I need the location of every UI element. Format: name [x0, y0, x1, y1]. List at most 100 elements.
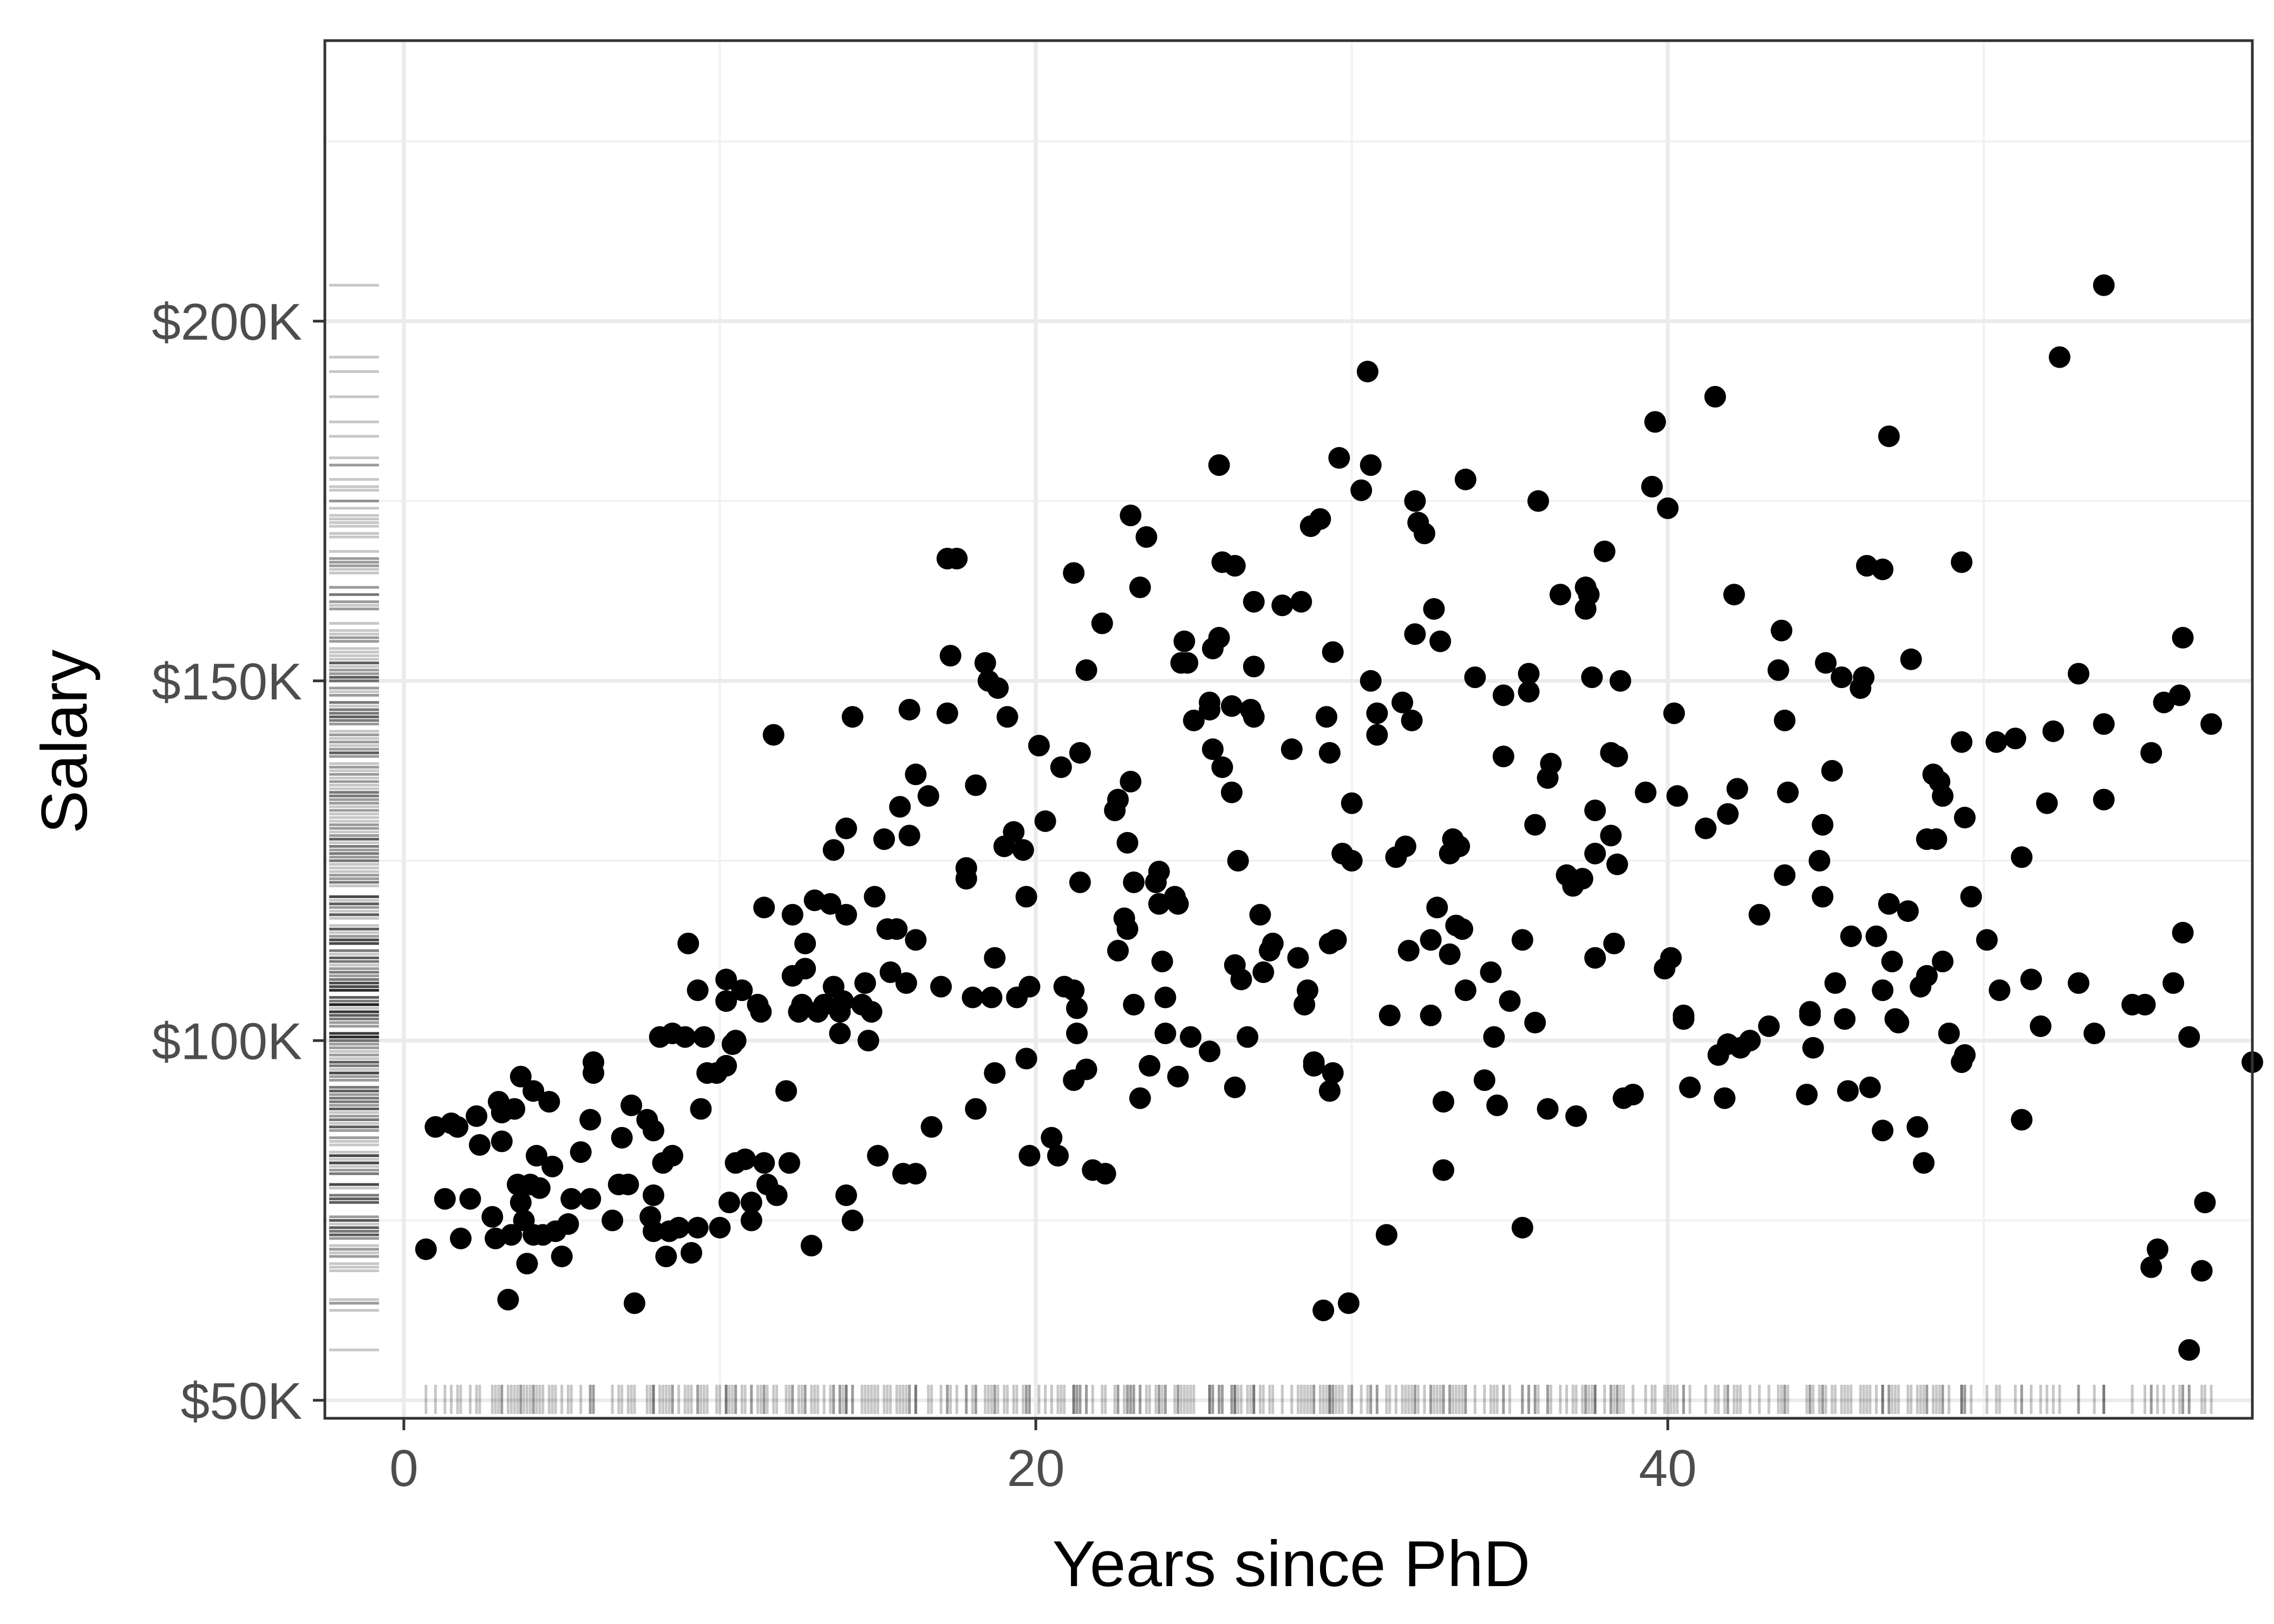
data-point	[1018, 1144, 1041, 1167]
data-point	[1341, 792, 1363, 814]
data-point	[509, 1191, 532, 1214]
data-point	[1925, 828, 1948, 850]
x-tick-label: 40	[1639, 1439, 1697, 1497]
data-point	[1565, 1105, 1587, 1127]
data-point	[497, 1288, 519, 1311]
data-point	[538, 1091, 560, 1113]
data-point	[819, 893, 841, 915]
data-point	[1129, 577, 1151, 599]
data-point	[1129, 1087, 1151, 1109]
data-point	[1404, 490, 1426, 512]
x-tick-label: 20	[1007, 1439, 1065, 1497]
data-point	[1657, 497, 1679, 519]
data-point	[1069, 871, 1091, 893]
data-point	[1480, 961, 1502, 984]
data-point	[1511, 1216, 1533, 1239]
data-point	[2194, 1191, 2216, 1214]
panel-border	[323, 39, 2254, 1420]
data-point	[835, 817, 857, 840]
data-point	[1881, 951, 1903, 973]
data-point	[1316, 706, 1338, 728]
data-point	[1641, 475, 1663, 497]
data-point	[1148, 860, 1170, 882]
data-point	[1341, 850, 1363, 872]
data-point	[1540, 752, 1562, 775]
data-point	[415, 1238, 437, 1260]
data-point	[794, 958, 816, 980]
data-point	[1154, 986, 1177, 1009]
data-point	[1280, 738, 1303, 761]
data-point	[718, 1191, 741, 1214]
data-point	[1527, 490, 1550, 512]
data-point	[687, 1216, 709, 1239]
data-point	[898, 698, 920, 721]
data-point	[936, 702, 958, 724]
data-point	[753, 1152, 775, 1174]
data-point	[1906, 1116, 1929, 1138]
data-point	[500, 1224, 522, 1246]
data-point	[794, 932, 816, 954]
data-point	[895, 972, 917, 994]
data-point	[1224, 555, 1246, 577]
data-point	[680, 1242, 702, 1264]
data-point	[1518, 680, 1540, 703]
data-point	[1951, 731, 1973, 753]
data-point	[2162, 972, 2185, 994]
data-point	[1151, 951, 1173, 973]
data-point	[1328, 447, 1350, 469]
data-point	[1271, 594, 1293, 617]
data-point	[841, 706, 864, 728]
data-point	[1723, 584, 1745, 606]
data-point	[1464, 666, 1486, 689]
data-point	[1767, 659, 1789, 681]
data-point	[434, 1188, 456, 1210]
data-point	[1066, 997, 1088, 1019]
data-point	[526, 1144, 548, 1167]
data-point	[1717, 1033, 1739, 1055]
data-point	[1635, 781, 1657, 803]
data-point	[766, 1184, 788, 1207]
data-point	[617, 1174, 639, 1196]
data-point	[687, 979, 709, 1001]
data-point	[2121, 993, 2144, 1016]
data-point	[1318, 742, 1341, 764]
data-point	[2010, 1109, 2033, 1131]
data-point	[1774, 709, 1796, 731]
y-tick-label: $200K	[152, 293, 302, 351]
data-point	[974, 652, 996, 674]
data-point	[1177, 652, 1199, 674]
data-point	[1878, 893, 1900, 915]
data-point	[579, 1109, 602, 1131]
data-point	[623, 1292, 645, 1314]
data-point	[620, 1094, 643, 1116]
data-point	[829, 1022, 851, 1044]
data-point	[1932, 951, 1954, 973]
data-point	[709, 1216, 731, 1239]
data-point	[1287, 947, 1309, 969]
data-point	[775, 1080, 798, 1102]
data-point	[570, 1141, 592, 1163]
data-point	[984, 947, 1006, 969]
data-point	[1356, 361, 1378, 383]
data-point	[1360, 670, 1382, 692]
data-point	[1220, 781, 1243, 803]
data-point	[800, 1235, 822, 1257]
data-point	[1518, 663, 1540, 685]
data-point	[1672, 1008, 1695, 1030]
data-point	[481, 1206, 504, 1228]
data-point	[740, 1191, 762, 1214]
data-point	[1609, 670, 1631, 692]
data-point	[1180, 1026, 1202, 1048]
data-point	[1758, 1015, 1780, 1037]
data-point	[2191, 1260, 2213, 1282]
data-point	[602, 1209, 624, 1232]
data-point	[642, 1220, 664, 1242]
data-point	[1777, 781, 1799, 803]
data-point	[516, 1253, 538, 1275]
data-point	[1003, 821, 1025, 843]
data-point	[551, 1245, 573, 1267]
data-point	[965, 1098, 987, 1120]
y-axis-title: Salary	[28, 650, 101, 834]
data-point	[1815, 652, 1837, 674]
data-point	[1211, 756, 1233, 778]
